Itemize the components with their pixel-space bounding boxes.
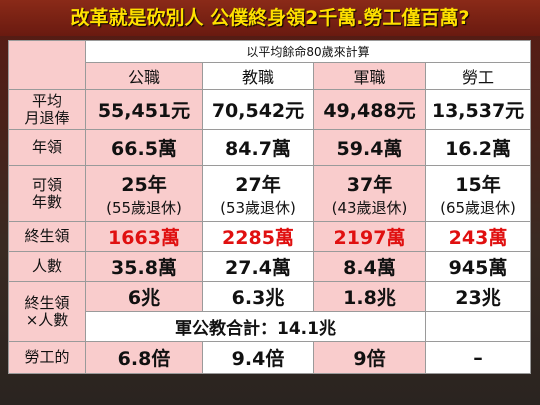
cell: 9倍	[313, 341, 426, 374]
column-header: 教職	[202, 62, 314, 90]
row-label: 終生領	[8, 221, 86, 252]
cell: 9.4倍	[202, 341, 314, 374]
column-header: 勞工	[424, 62, 532, 90]
cell: 2197萬	[313, 221, 426, 252]
cell: 945萬	[424, 251, 532, 282]
table: 以平均餘命80歲來計算 公職 教職 軍職 勞工 平均 月退俸 55,451元 70,542元 49…	[8, 40, 532, 374]
row-label: 人數	[8, 251, 86, 282]
row-label-line: 平均	[31, 91, 62, 110]
caption: 以平均餘命80歲來計算	[84, 40, 532, 63]
cell: 1.8兆	[313, 281, 426, 312]
row-label-line: 年領	[31, 138, 62, 156]
cell: 243萬	[424, 221, 532, 252]
row-label: 勞工的	[8, 341, 86, 374]
cell: 1663萬	[85, 221, 203, 252]
cell: 6兆	[85, 281, 203, 312]
cell: 6.3兆	[202, 281, 314, 312]
cell: 84.7萬	[202, 129, 314, 166]
cell: 16.2萬	[424, 129, 532, 166]
row: 勞工的 6.8倍 9.4倍 9倍 –	[8, 341, 532, 374]
cell: 27年 (53歲退休)	[202, 165, 314, 222]
cell: 37年 (43歲退休)	[313, 165, 426, 222]
cell: 27.4萬	[202, 251, 314, 282]
column-header: 公職	[85, 62, 203, 90]
cell: 23兆	[424, 281, 532, 312]
row-label-line: 月退俸	[24, 108, 70, 127]
cell: 15年 (65歲退休)	[424, 165, 532, 222]
row-label-line: 人數	[31, 257, 62, 275]
column-header: 軍職	[313, 62, 426, 90]
cell: 70,542元	[202, 89, 314, 130]
cell: 66.5萬	[85, 129, 203, 166]
row-label-line: 勞工的	[24, 348, 70, 366]
cell-note: (65歲退休)	[440, 198, 516, 217]
row-label-line: ×人數	[25, 310, 69, 329]
cell: –	[424, 341, 532, 374]
row-label-line: 終生領	[24, 293, 70, 312]
row: 平均 月退俸 55,451元 70,542元 49,488元 13,537元	[8, 89, 532, 130]
cell: 8.4萬	[313, 251, 426, 282]
row: 終生領 ×人數 6兆 6.3兆 1.8兆 23兆	[8, 281, 532, 342]
cell: 6.8倍	[85, 341, 203, 374]
row-label: 年領	[8, 129, 86, 166]
cell: 55,451元	[85, 89, 203, 130]
cell-years: 37年	[346, 173, 393, 196]
cell: 2285萬	[202, 221, 314, 252]
column-header-row: 公職 教職 軍職 勞工	[9, 62, 532, 90]
table-wrap: 以平均餘命80歲來計算 公職 教職 軍職 勞工 平均 月退俸 55,451元 70,542元 49…	[8, 40, 532, 374]
corner-cell	[8, 40, 86, 90]
cell-note: (43歲退休)	[331, 198, 408, 217]
title: 改革就是砍別人 公僕終身領2千萬.勞工僅百萬?	[0, 0, 540, 36]
cell-years: 25年	[121, 173, 167, 196]
row-label-line: 可領	[31, 175, 62, 194]
cell: 25年 (55歲退休)	[85, 165, 203, 222]
empty-cell	[424, 311, 532, 342]
total-row: 軍公教合計：14.1兆	[9, 311, 532, 342]
row: 人數 35.8萬 27.4萬 8.4萬 945萬	[8, 251, 532, 282]
row-label: 終生領 ×人數	[8, 281, 86, 342]
row: 終生領 1663萬 2285萬 2197萬 243萬	[8, 221, 532, 252]
caption-row: 以平均餘命80歲來計算	[8, 40, 532, 90]
cell-years: 15年	[455, 173, 501, 196]
cell-note: (55歲退休)	[106, 198, 182, 217]
row: 年領 66.5萬 84.7萬 59.4萬 16.2萬	[8, 129, 532, 166]
cell: 59.4萬	[313, 129, 426, 166]
row-label: 平均 月退俸	[8, 89, 86, 130]
total: 軍公教合計：14.1兆	[85, 311, 426, 342]
cell: 13,537元	[424, 89, 532, 130]
row-label-line: 終生領	[24, 227, 70, 245]
row-label-line: 年數	[31, 192, 62, 211]
cell-years: 27年	[235, 173, 281, 196]
cell-note: (53歲退休)	[220, 198, 296, 217]
row-label: 可領 年數	[8, 165, 86, 222]
cell: 49,488元	[313, 89, 426, 130]
row: 可領 年數 25年 (55歲退休) 27年 (53歲退休) 37年 (43歲退休) 15年 (65…	[8, 165, 532, 222]
cell: 35.8萬	[85, 251, 203, 282]
